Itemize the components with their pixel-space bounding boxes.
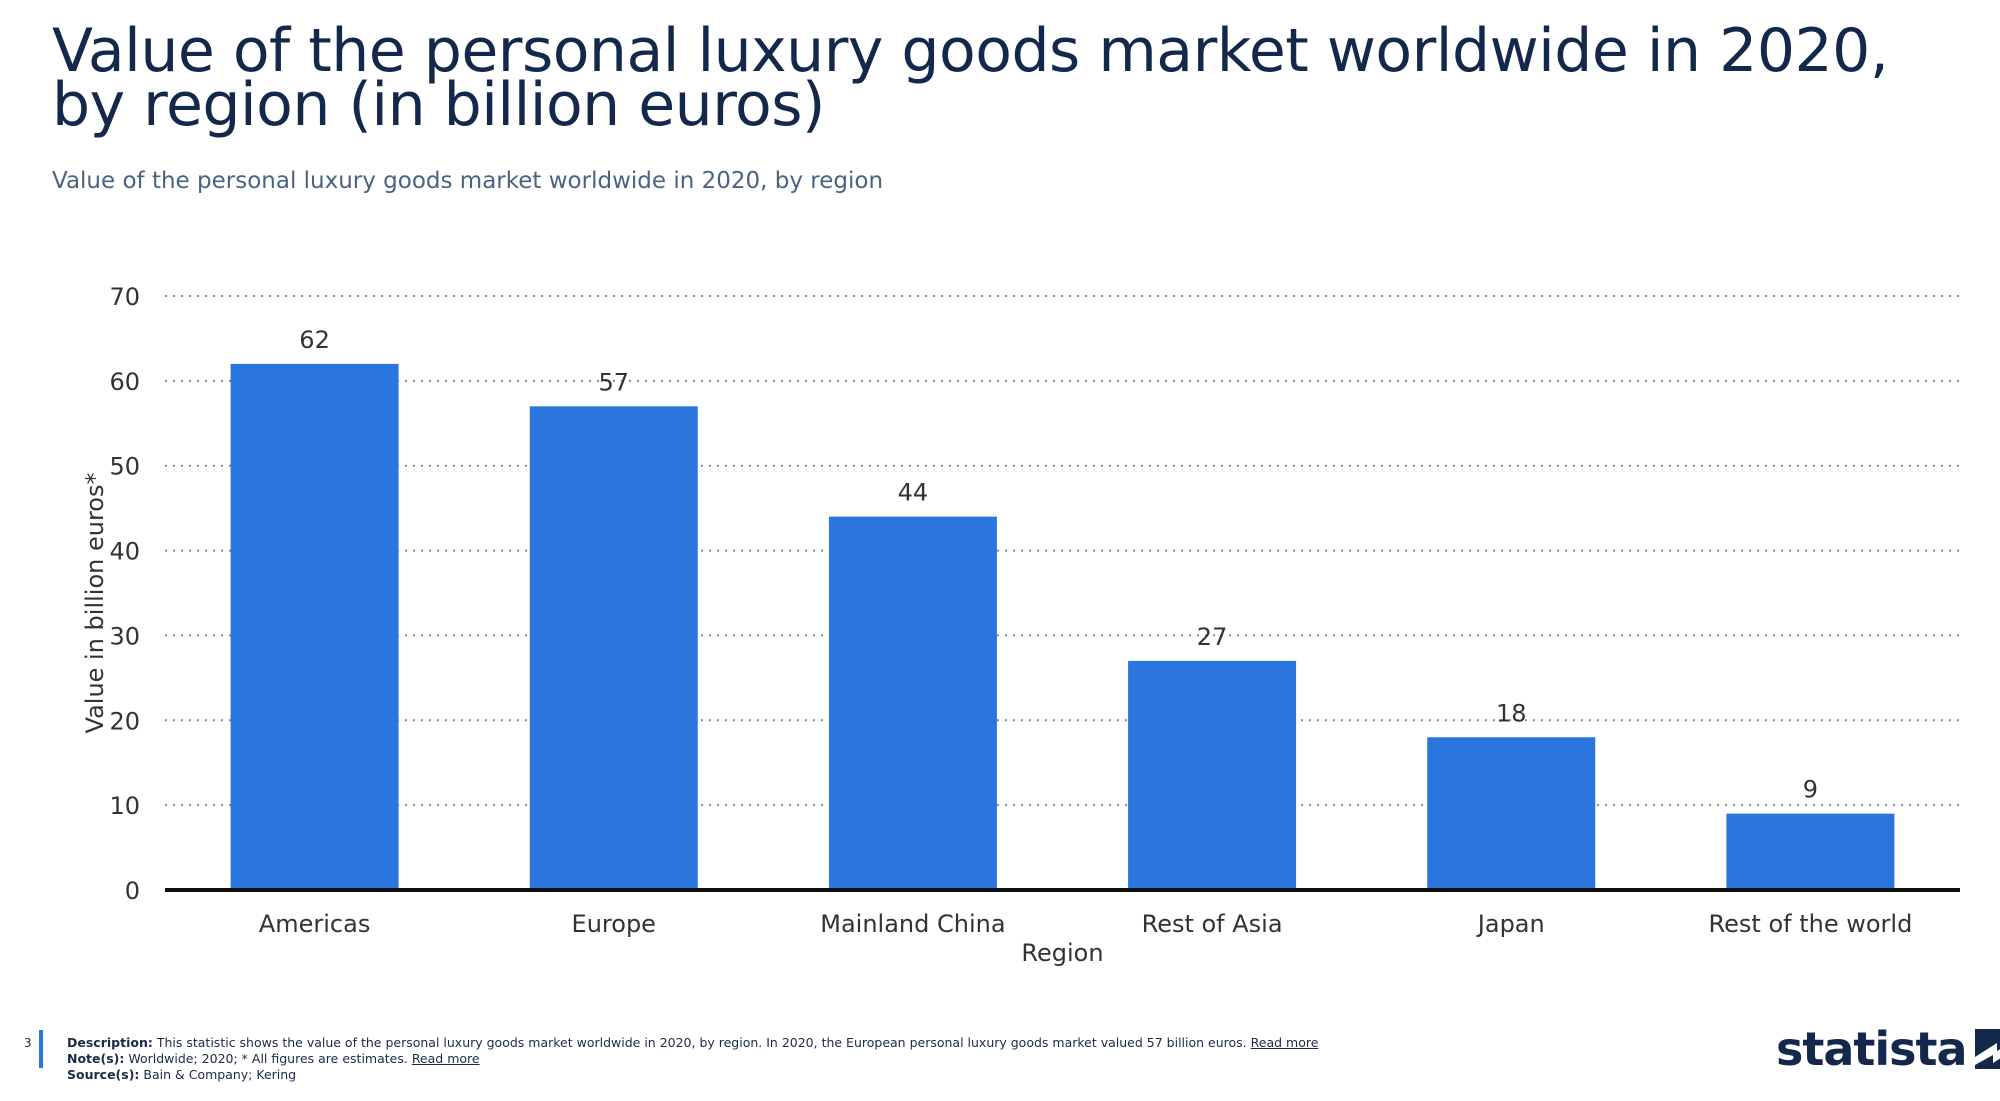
footer-accent-bar <box>39 1030 43 1068</box>
logo-text: statista <box>1776 1022 1968 1076</box>
notes-label: Note(s): <box>67 1051 125 1066</box>
bar <box>529 406 698 890</box>
y-tick-label: 40 <box>109 538 140 566</box>
sources-label: Source(s): <box>67 1067 140 1082</box>
chart-title: Value of the personal luxury goods marke… <box>52 16 1889 140</box>
statista-logo-icon <box>1974 1029 2000 1069</box>
data-label: 44 <box>898 479 929 507</box>
bar <box>1726 813 1895 890</box>
y-tick-label: 20 <box>109 707 140 735</box>
notes-read-more-link[interactable]: Read more <box>411 1051 480 1066</box>
data-label: 18 <box>1496 699 1527 727</box>
bar <box>1128 660 1297 890</box>
data-label: 62 <box>299 326 330 354</box>
y-tick-label: 70 <box>109 283 140 311</box>
bar <box>828 516 997 890</box>
bar <box>230 363 399 890</box>
description-line: Description: This statistic shows the va… <box>67 1035 1467 1051</box>
x-axis-title: Region <box>1021 939 1103 967</box>
x-tick-label: Europe <box>572 910 656 938</box>
y-tick-label: 10 <box>109 792 140 820</box>
x-tick-label: Rest of the world <box>1709 910 1913 938</box>
y-tick-label: 0 <box>125 877 140 905</box>
data-label: 27 <box>1197 623 1228 651</box>
notes-text: Worldwide; 2020; * All figures are estim… <box>128 1051 408 1066</box>
sources-text: Bain & Company; Kering <box>143 1067 297 1082</box>
x-tick-label: Rest of Asia <box>1142 910 1283 938</box>
bar <box>1427 737 1596 890</box>
description-read-more-link[interactable]: Read more <box>1250 1035 1319 1050</box>
notes-line: Note(s): Worldwide; 2020; * All figures … <box>67 1051 1467 1067</box>
y-tick-label: 60 <box>109 368 140 396</box>
statista-logo[interactable]: statista <box>1776 1022 2000 1076</box>
y-tick-label: 30 <box>109 622 140 650</box>
x-tick-label: Japan <box>1476 910 1545 938</box>
description-text: This statistic shows the value of the pe… <box>156 1035 1247 1050</box>
description-label: Description: <box>67 1035 153 1050</box>
x-tick-label: Mainland China <box>820 910 1005 938</box>
chart-subtitle: Value of the personal luxury goods marke… <box>52 168 884 194</box>
y-tick-label: 50 <box>109 453 140 481</box>
footer-notes: Description: This statistic shows the va… <box>67 1035 1467 1083</box>
y-axis-title: Value in billion euros* <box>81 473 109 734</box>
bar-chart: 0 10 20 30 40 50 60 70 62 Americas 57 Europe 44 Mainl… <box>81 283 1960 967</box>
x-tick-label: Americas <box>259 910 371 938</box>
data-label: 9 <box>1803 776 1818 804</box>
sources-line: Source(s): Bain & Company; Kering <box>67 1067 1467 1083</box>
data-label: 57 <box>598 368 629 396</box>
page-number: 3 <box>24 1036 32 1050</box>
